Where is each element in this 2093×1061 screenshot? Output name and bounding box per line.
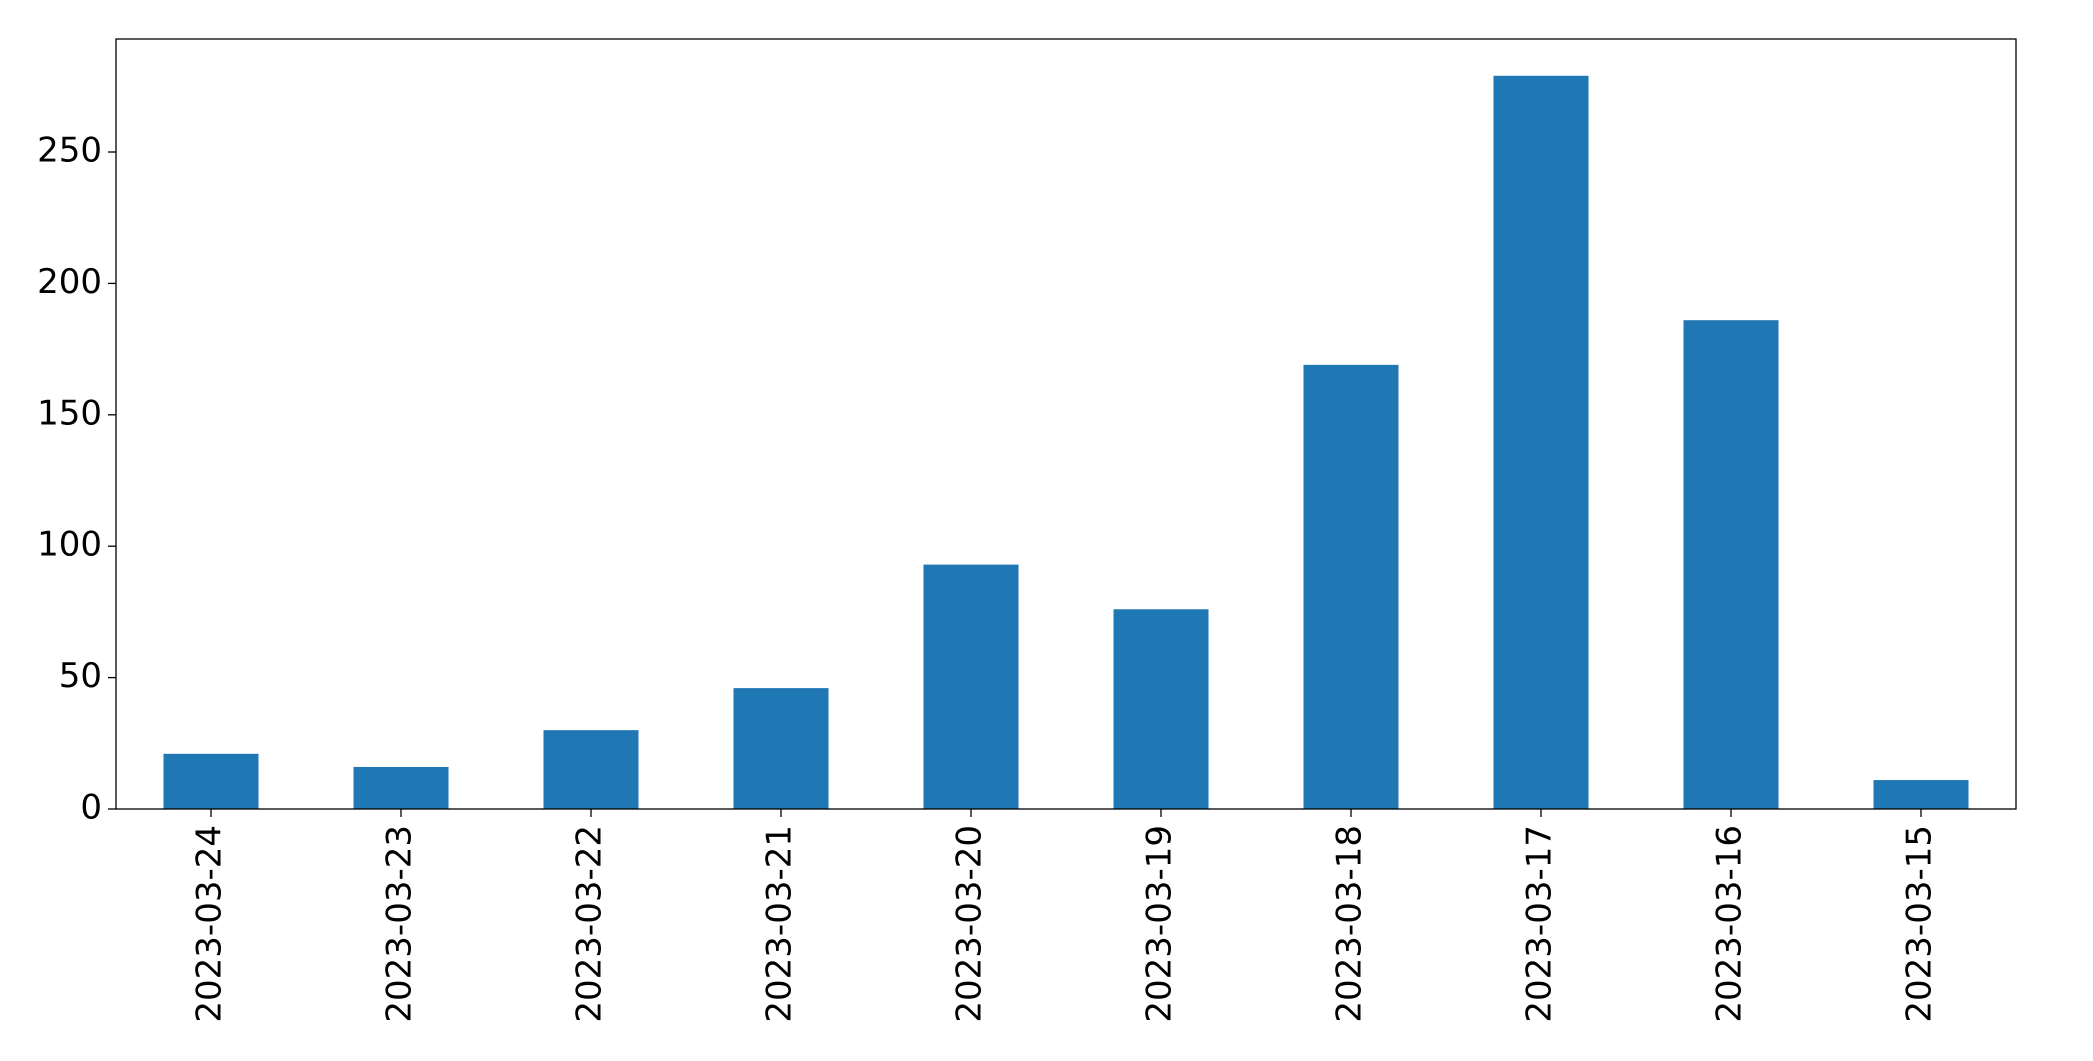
x-tick-label: 2023-03-16 — [1710, 825, 1750, 1023]
y-tick-label: 150 — [37, 393, 102, 433]
y-tick-label: 200 — [37, 262, 102, 302]
x-tick-label: 2023-03-22 — [570, 825, 610, 1023]
bar — [1873, 780, 1969, 809]
x-tick-label: 2023-03-19 — [1140, 825, 1180, 1023]
y-tick-label: 250 — [37, 131, 102, 171]
x-tick-label: 2023-03-18 — [1330, 825, 1370, 1023]
bar — [353, 766, 449, 809]
bar — [923, 564, 1019, 809]
bar — [1493, 75, 1589, 809]
x-tick-label: 2023-03-15 — [1900, 825, 1940, 1023]
x-tick-label: 2023-03-17 — [1520, 825, 1560, 1023]
plot-frame — [115, 38, 2017, 810]
y-tick-label: 0 — [80, 788, 102, 828]
bar — [1303, 364, 1399, 809]
x-tick-label: 2023-03-20 — [950, 825, 990, 1023]
x-tick-label: 2023-03-24 — [190, 825, 230, 1023]
y-tick-label: 50 — [59, 656, 102, 696]
bar — [163, 753, 259, 809]
x-tick-label: 2023-03-21 — [760, 825, 800, 1023]
x-tick-label: 2023-03-23 — [380, 825, 420, 1023]
bar — [543, 730, 639, 809]
y-tick-label: 100 — [37, 525, 102, 565]
bar — [733, 688, 829, 809]
bar — [1113, 609, 1209, 809]
bar — [1683, 320, 1779, 809]
